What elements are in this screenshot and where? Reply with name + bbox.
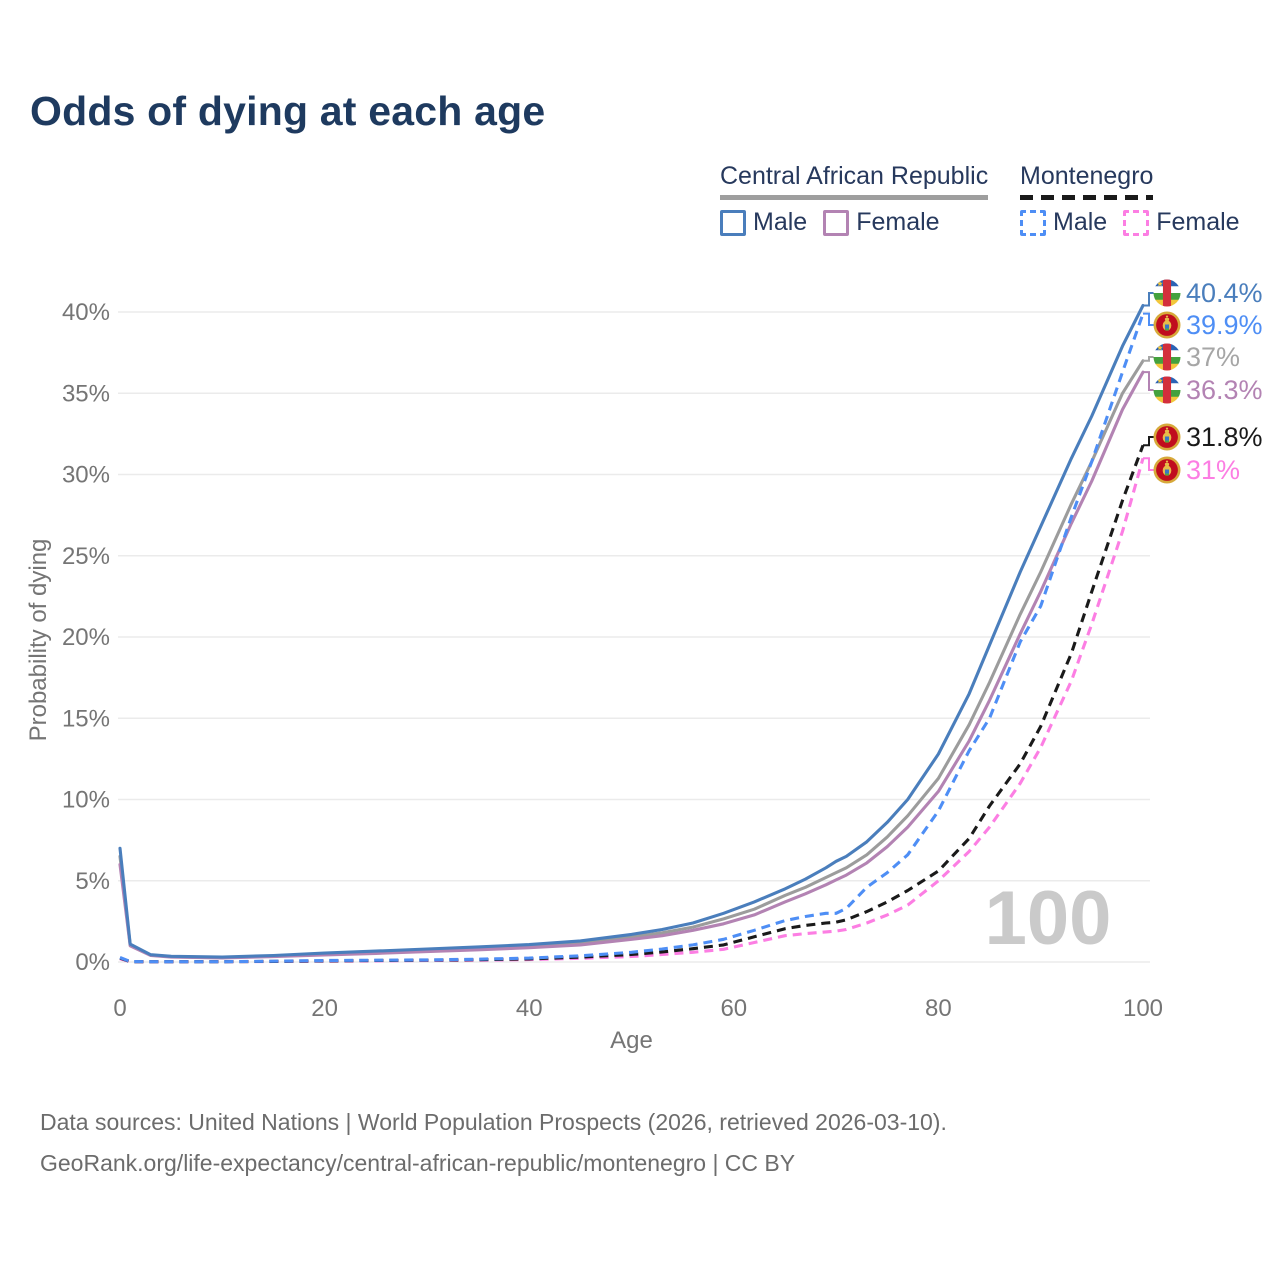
- label-connector: [1143, 292, 1154, 307]
- y-tick-label: 20%: [62, 624, 110, 651]
- y-tick-label: 25%: [62, 543, 110, 570]
- mne-flag-icon: [1153, 311, 1181, 339]
- label-connector: [1143, 371, 1154, 391]
- legend-country-label: Central African Republic: [720, 162, 989, 190]
- mne-flag-icon: [1153, 456, 1181, 484]
- page-title: Odds of dying at each age: [30, 88, 546, 134]
- end-label-value: 39.9%: [1186, 310, 1263, 340]
- attribution-line: GeoRank.org/life-expectancy/central-afri…: [40, 1150, 796, 1176]
- dashed-line-style-icon: [1020, 195, 1154, 200]
- end-label-mne-male: 39.9%: [1143, 310, 1263, 340]
- series-line-caf-male[interactable]: [118, 303, 1145, 959]
- legend-item-label: Female: [1156, 208, 1240, 236]
- legend-item-label: Male: [1053, 208, 1108, 236]
- series-line-caf-all[interactable]: [118, 359, 1145, 960]
- end-label-value: 31.8%: [1186, 422, 1263, 452]
- mne-female-swatch-icon: [1123, 209, 1150, 236]
- y-tick-label: 0%: [75, 949, 110, 976]
- end-label-caf-female: 36.3%: [1143, 371, 1263, 405]
- caf-flag-icon: [1153, 279, 1181, 307]
- x-axis: 0 20 40 60 80 100 Age: [113, 995, 1163, 1054]
- legend-group-central-african-republic: Central African Republic Male Female: [720, 162, 989, 237]
- end-label-caf-male: 40.4%: [1143, 278, 1263, 308]
- label-connector: [1143, 356, 1154, 362]
- y-tick-label: 10%: [62, 787, 110, 814]
- y-tick-label: 30%: [62, 462, 110, 489]
- legend-item-mne-male[interactable]: Male: [1020, 208, 1107, 237]
- end-label-mne-all: 31.8%: [1143, 422, 1263, 452]
- caf-flag-icon: [1153, 343, 1181, 371]
- x-tick-label: 0: [113, 995, 126, 1022]
- car-female-swatch-icon: [823, 209, 850, 236]
- y-tick-label: 15%: [62, 705, 110, 732]
- legend-item-mne-female[interactable]: Female: [1123, 208, 1240, 237]
- x-tick-label: 40: [516, 995, 543, 1022]
- legend-item-label: Male: [753, 208, 808, 236]
- label-connector: [1143, 436, 1154, 447]
- series-line-mne-female[interactable]: [119, 457, 1145, 964]
- end-label-value: 40.4%: [1186, 278, 1263, 308]
- x-axis-title: Age: [610, 1027, 653, 1054]
- legend-item-car-female[interactable]: Female: [823, 208, 940, 237]
- mne-flag-icon: [1153, 423, 1181, 451]
- hover-age-watermark: 100: [985, 876, 1112, 961]
- caf-flag-icon: [1153, 376, 1181, 404]
- x-tick-label: 80: [925, 995, 952, 1022]
- end-label-caf-all: 37%: [1143, 342, 1240, 372]
- series-line-caf-female[interactable]: [118, 370, 1145, 960]
- legend-country-central-african-republic: Central African Republic: [720, 162, 989, 200]
- y-gridlines: 0% 5% 10% 15% 20% 25% 30% 35% 40%: [62, 299, 1150, 976]
- end-label-value: 31%: [1186, 455, 1240, 485]
- series-line-mne-male[interactable]: [119, 313, 1145, 964]
- legend-item-car-male[interactable]: Male: [720, 208, 807, 237]
- mne-male-swatch-icon: [1020, 209, 1046, 236]
- x-tick-label: 60: [720, 995, 747, 1022]
- series-line-mne-all[interactable]: [119, 444, 1145, 964]
- y-tick-label: 5%: [75, 868, 110, 895]
- y-tick-label: 35%: [62, 380, 110, 407]
- legend-country-label: Montenegro: [1020, 162, 1154, 190]
- y-axis-title: Probability of dying: [25, 539, 52, 742]
- end-label-value: 37%: [1186, 342, 1240, 372]
- data-sources-line: Data sources: United Nations | World Pop…: [40, 1109, 947, 1135]
- label-connector: [1143, 312, 1154, 326]
- legend-country-montenegro: Montenegro: [1020, 162, 1154, 200]
- car-male-swatch-icon: [720, 209, 746, 236]
- legend-item-label: Female: [856, 208, 940, 236]
- x-tick-label: 20: [311, 995, 338, 1022]
- solid-line-style-icon: [720, 195, 989, 200]
- y-tick-label: 40%: [62, 299, 110, 326]
- end-label-value: 36.3%: [1186, 375, 1263, 405]
- legend-group-montenegro: Montenegro Male Female: [1020, 162, 1240, 237]
- x-tick-label: 100: [1123, 995, 1163, 1022]
- footer: Data sources: United Nations | World Pop…: [40, 1102, 947, 1184]
- end-label-mne-female: 31%: [1143, 455, 1240, 485]
- label-connector: [1143, 457, 1154, 471]
